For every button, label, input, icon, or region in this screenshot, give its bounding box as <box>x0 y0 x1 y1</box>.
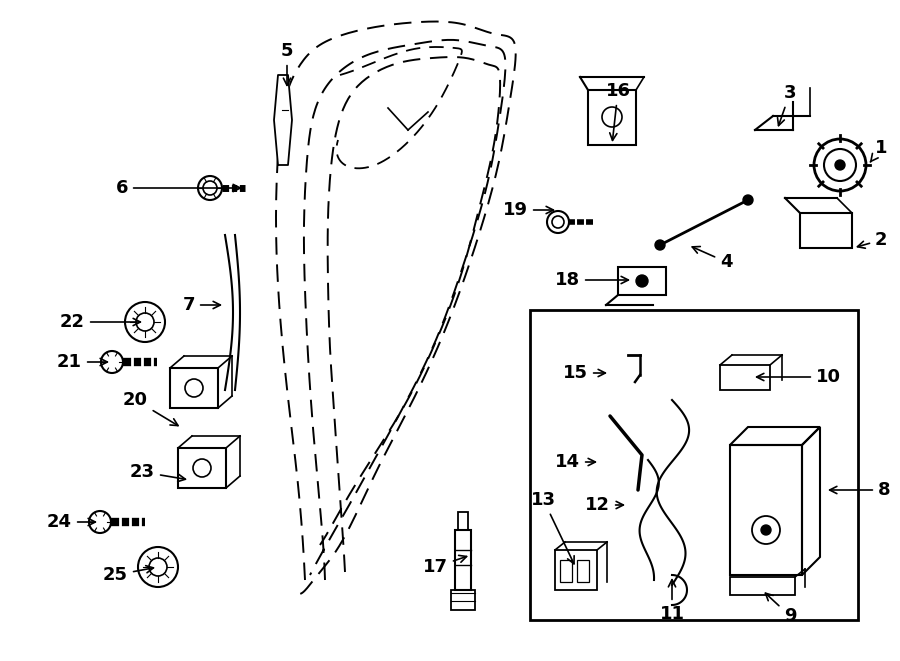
Circle shape <box>136 313 154 331</box>
Circle shape <box>814 139 866 191</box>
Circle shape <box>752 516 780 544</box>
Bar <box>720 365 770 390</box>
Circle shape <box>149 558 167 576</box>
Circle shape <box>198 176 222 200</box>
Bar <box>730 577 795 595</box>
Bar <box>170 368 218 408</box>
Bar <box>730 577 795 595</box>
Circle shape <box>547 211 569 233</box>
Text: 5: 5 <box>281 42 293 85</box>
Bar <box>555 550 597 590</box>
Circle shape <box>89 511 111 533</box>
Circle shape <box>761 525 771 535</box>
Circle shape <box>602 107 622 127</box>
Circle shape <box>185 379 203 397</box>
Text: 14: 14 <box>555 453 596 471</box>
Text: 22: 22 <box>60 313 140 331</box>
Bar <box>800 213 852 248</box>
Text: 13: 13 <box>531 491 574 564</box>
Circle shape <box>743 195 753 205</box>
Circle shape <box>824 149 856 181</box>
Text: 19: 19 <box>503 201 554 219</box>
Bar <box>588 90 636 145</box>
Bar <box>458 512 468 530</box>
Text: 23: 23 <box>130 463 185 482</box>
Circle shape <box>835 160 845 170</box>
Bar <box>455 530 471 590</box>
Bar <box>618 267 666 295</box>
Bar <box>170 368 218 408</box>
Bar <box>618 267 666 295</box>
Bar <box>577 560 589 582</box>
Bar <box>451 590 475 610</box>
Bar <box>555 550 597 590</box>
Text: 10: 10 <box>757 368 841 386</box>
Bar <box>455 530 471 590</box>
Text: 11: 11 <box>660 580 685 623</box>
Circle shape <box>636 275 648 287</box>
Bar <box>178 448 226 488</box>
Text: 6: 6 <box>115 179 240 197</box>
Text: 17: 17 <box>423 555 466 576</box>
Text: 16: 16 <box>606 82 631 140</box>
Text: 25: 25 <box>103 566 153 584</box>
Text: 18: 18 <box>555 271 628 289</box>
Text: 2: 2 <box>858 231 887 249</box>
Text: 9: 9 <box>765 593 796 625</box>
Text: 4: 4 <box>692 247 733 271</box>
Polygon shape <box>730 427 820 445</box>
Text: 8: 8 <box>830 481 891 499</box>
Text: 1: 1 <box>870 139 887 162</box>
Text: 3: 3 <box>778 84 796 126</box>
Polygon shape <box>802 427 820 575</box>
Bar <box>800 213 852 248</box>
Text: 20: 20 <box>123 391 178 426</box>
Circle shape <box>655 240 665 250</box>
Bar <box>451 590 475 610</box>
Text: 15: 15 <box>563 364 606 382</box>
Circle shape <box>125 302 165 342</box>
Bar <box>560 560 572 582</box>
Bar <box>588 90 636 145</box>
Bar <box>730 445 802 575</box>
Bar <box>178 448 226 488</box>
Circle shape <box>138 547 178 587</box>
Text: 7: 7 <box>183 296 220 314</box>
Polygon shape <box>274 75 292 165</box>
Bar <box>730 445 802 575</box>
Circle shape <box>101 351 123 373</box>
Bar <box>530 310 858 620</box>
Text: 24: 24 <box>47 513 95 531</box>
Circle shape <box>193 459 211 477</box>
Bar <box>720 365 770 390</box>
Bar <box>458 512 468 530</box>
Text: 21: 21 <box>57 353 107 371</box>
Bar <box>530 310 858 620</box>
Text: 12: 12 <box>585 496 624 514</box>
